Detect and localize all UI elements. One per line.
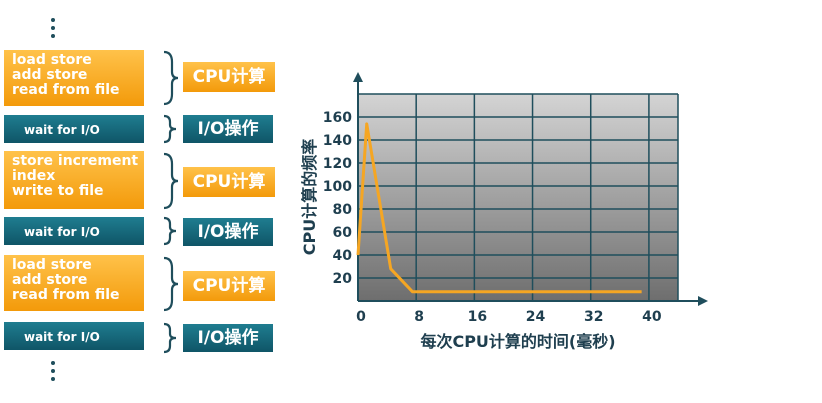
brace-icon — [163, 114, 177, 144]
instruction-line: add store — [12, 272, 88, 288]
instruction-line: wait for I/O — [24, 123, 100, 137]
io-burst-block-3: wait for I/O — [4, 322, 144, 350]
y-tick-label: 120 — [323, 156, 352, 172]
instruction-line: read from file — [12, 287, 120, 303]
y-axis-title: CPU计算的频率 — [300, 139, 319, 255]
x-axis-title: 每次CPU计算的时间(毫秒) — [420, 332, 615, 351]
brace-icon — [163, 216, 177, 246]
x-tick-label: 16 — [468, 309, 487, 325]
io-label-1: I/O操作 — [183, 115, 273, 143]
io-label-3: I/O操作 — [183, 324, 273, 352]
brace-icon — [163, 322, 177, 354]
io-burst-block-2: wait for I/O — [4, 217, 144, 245]
x-tick-label: 40 — [642, 309, 662, 325]
x-axis-arrow-icon — [698, 296, 708, 306]
ellipsis-bottom — [51, 361, 57, 385]
x-tick-label: 24 — [526, 309, 546, 325]
y-tick-label: 100 — [323, 179, 352, 195]
instruction-line: index — [12, 168, 56, 184]
plot-area — [358, 94, 678, 301]
instruction-line: load store — [12, 257, 92, 273]
x-tick-label: 32 — [584, 309, 603, 325]
instruction-line: wait for I/O — [24, 330, 100, 344]
io-label-2: I/O操作 — [183, 218, 273, 246]
instruction-line: write to file — [12, 183, 104, 199]
y-tick-label: 80 — [333, 202, 353, 218]
y-tick-label: 140 — [323, 133, 352, 149]
cpu-burst-block-1: load store add store read from file — [4, 50, 144, 106]
x-tick-label: 8 — [414, 309, 424, 325]
y-tick-label: 160 — [323, 110, 352, 126]
cpu-label-1: CPU计算 — [183, 62, 275, 92]
y-tick-label: 20 — [333, 271, 353, 287]
instruction-line: read from file — [12, 82, 120, 98]
x-tick-label: 0 — [356, 309, 366, 325]
instruction-line: load store — [12, 52, 92, 68]
ellipsis-top — [51, 18, 57, 42]
instruction-line: add store — [12, 67, 88, 83]
y-tick-label: 60 — [333, 225, 353, 241]
brace-icon — [163, 50, 179, 106]
brace-icon — [163, 256, 179, 312]
cpu-burst-block-2: store increment index write to file — [4, 151, 144, 209]
cpu-label-2: CPU计算 — [183, 167, 275, 197]
y-axis-arrow-icon — [353, 72, 363, 82]
cpu-burst-block-3: load store add store read from file — [4, 255, 144, 311]
instruction-line: store increment — [12, 153, 139, 169]
cpu-label-3: CPU计算 — [183, 271, 275, 301]
brace-icon — [163, 152, 179, 210]
series-line — [356, 122, 642, 294]
io-burst-block-1: wait for I/O — [4, 115, 144, 143]
instruction-line: wait for I/O — [24, 225, 100, 239]
y-tick-label: 40 — [333, 248, 353, 264]
